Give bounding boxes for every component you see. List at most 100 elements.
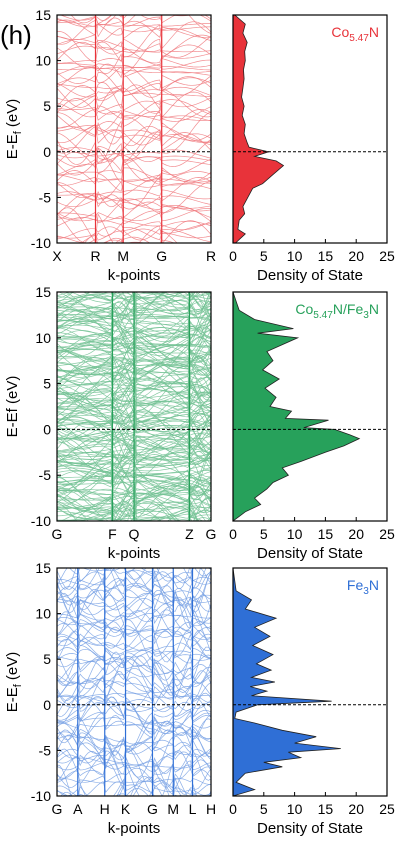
y-tick-label: -10 bbox=[31, 235, 51, 251]
series-label: Fe3N bbox=[347, 577, 379, 597]
x-tick-label: 20 bbox=[348, 801, 364, 817]
band-line bbox=[57, 696, 211, 733]
kpoint-label: H bbox=[100, 801, 110, 817]
y-tick-label: 5 bbox=[43, 98, 51, 114]
band-line bbox=[57, 90, 211, 102]
y-tick-label: -10 bbox=[31, 513, 51, 529]
band-line bbox=[57, 572, 211, 608]
x-tick-label: 0 bbox=[229, 801, 237, 817]
band-line bbox=[57, 603, 211, 643]
band-line bbox=[57, 568, 201, 591]
band-line bbox=[57, 36, 211, 58]
band-line bbox=[57, 216, 211, 231]
band-line bbox=[57, 630, 211, 651]
band-line bbox=[57, 748, 211, 781]
band-line bbox=[57, 176, 211, 186]
dos-panel-blue: 0 5 10 15 20 25 Density of State Fe3N bbox=[229, 567, 395, 837]
band-line bbox=[57, 292, 211, 309]
band-line bbox=[57, 45, 211, 55]
band-line bbox=[57, 82, 211, 114]
band-line bbox=[57, 65, 211, 76]
y-tick-label: 15 bbox=[35, 284, 51, 300]
band-line bbox=[57, 15, 211, 34]
x-axis-label: Density of State bbox=[257, 820, 363, 837]
band-line bbox=[57, 606, 211, 635]
kpoint-label: H bbox=[206, 801, 216, 817]
band-line bbox=[57, 72, 211, 98]
figure-label: (h) bbox=[0, 20, 32, 50]
band-line bbox=[57, 646, 211, 687]
dos-area bbox=[232, 567, 341, 797]
y-axis-label: E-Ef (eV) bbox=[4, 652, 24, 713]
kpoint-label: M bbox=[117, 248, 129, 264]
x-tick-label: 15 bbox=[318, 801, 334, 817]
band-line bbox=[57, 649, 211, 665]
band-line bbox=[57, 220, 211, 243]
band-line bbox=[57, 760, 211, 796]
band-line bbox=[57, 645, 211, 661]
band-line bbox=[118, 15, 193, 20]
y-tick-label: 5 bbox=[43, 376, 51, 392]
y-tick-label: 15 bbox=[35, 7, 51, 23]
band-line bbox=[57, 111, 211, 132]
band-line bbox=[57, 667, 211, 696]
band-line bbox=[57, 98, 211, 122]
y-tick-label: 5 bbox=[43, 651, 51, 667]
band-line bbox=[57, 621, 211, 643]
band-line bbox=[57, 778, 211, 785]
y-axis-label: E-Ef (eV) bbox=[4, 99, 24, 160]
band-line bbox=[57, 697, 211, 718]
band-line bbox=[57, 692, 211, 699]
band-line bbox=[57, 670, 211, 712]
band-line bbox=[57, 654, 211, 684]
x-tick-label: 10 bbox=[287, 526, 303, 542]
band-line bbox=[57, 63, 211, 91]
band-line bbox=[57, 655, 211, 698]
band-line bbox=[57, 692, 211, 717]
band-line bbox=[57, 38, 211, 75]
dos-frame bbox=[232, 291, 388, 522]
band-line bbox=[95, 242, 122, 243]
band-line bbox=[57, 116, 211, 142]
band-line bbox=[57, 719, 211, 752]
band-frame bbox=[56, 14, 212, 244]
band-line bbox=[57, 712, 211, 756]
band-frame bbox=[56, 567, 212, 797]
band-line bbox=[57, 17, 211, 45]
x-tick-label: 25 bbox=[379, 248, 395, 264]
band-line bbox=[57, 152, 211, 176]
band-line bbox=[57, 124, 211, 144]
x-tick-label: 5 bbox=[260, 801, 268, 817]
band-line bbox=[57, 764, 211, 796]
band-lines bbox=[57, 568, 211, 796]
x-tick-label: 5 bbox=[260, 526, 268, 542]
band-line bbox=[57, 666, 211, 700]
x-tick-label: 20 bbox=[348, 248, 364, 264]
band-line bbox=[57, 125, 211, 154]
kpoint-label: Q bbox=[129, 526, 140, 542]
band-line bbox=[57, 193, 211, 215]
x-axis-label: Density of State bbox=[257, 267, 363, 284]
band-line bbox=[57, 167, 211, 182]
band-line bbox=[57, 568, 207, 590]
y-tick-label: 15 bbox=[35, 560, 51, 576]
band-line bbox=[57, 76, 211, 98]
band-line bbox=[57, 592, 211, 608]
y-tick-label: 10 bbox=[35, 53, 51, 69]
x-tick-label: 0 bbox=[229, 526, 237, 542]
y-tick-label: 10 bbox=[35, 330, 51, 346]
band-line bbox=[57, 568, 211, 595]
kpoint-label: F bbox=[108, 526, 117, 542]
band-line bbox=[57, 612, 211, 621]
dos-area bbox=[232, 14, 285, 244]
band-line bbox=[57, 31, 211, 64]
x-axis-label: k-points bbox=[108, 820, 161, 837]
band-line bbox=[57, 213, 211, 243]
x-tick-label: 25 bbox=[379, 801, 395, 817]
kpoint-label: X bbox=[52, 248, 62, 264]
band-line bbox=[57, 59, 211, 70]
dos-panel-red: 0 5 10 15 20 25 Density of State Co5.47N bbox=[229, 14, 395, 284]
band-line bbox=[57, 208, 211, 222]
